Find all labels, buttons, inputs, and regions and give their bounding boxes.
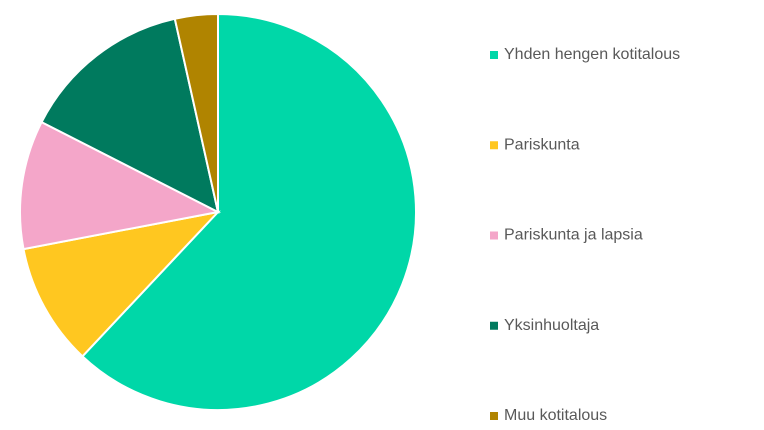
- legend-label: Muu kotitalous: [504, 407, 607, 424]
- legend-label: Yhden hengen kotitalous: [504, 46, 680, 63]
- legend-marker: [490, 51, 498, 59]
- legend-marker: [490, 141, 498, 150]
- pie-slice: [22, 210, 221, 358]
- legend-marker: [490, 412, 498, 420]
- pie-slice: [81, 12, 417, 411]
- pie-slice: [173, 12, 219, 213]
- legend-label: Pariskunta ja lapsia: [504, 227, 643, 244]
- pie-slice: [40, 17, 220, 214]
- legend-label: Yksinhuoltaja: [504, 317, 599, 334]
- legend-marker: [490, 231, 498, 240]
- pie-slice: [19, 120, 222, 251]
- legend-marker: [490, 321, 498, 330]
- legend-label: Pariskunta: [504, 136, 580, 153]
